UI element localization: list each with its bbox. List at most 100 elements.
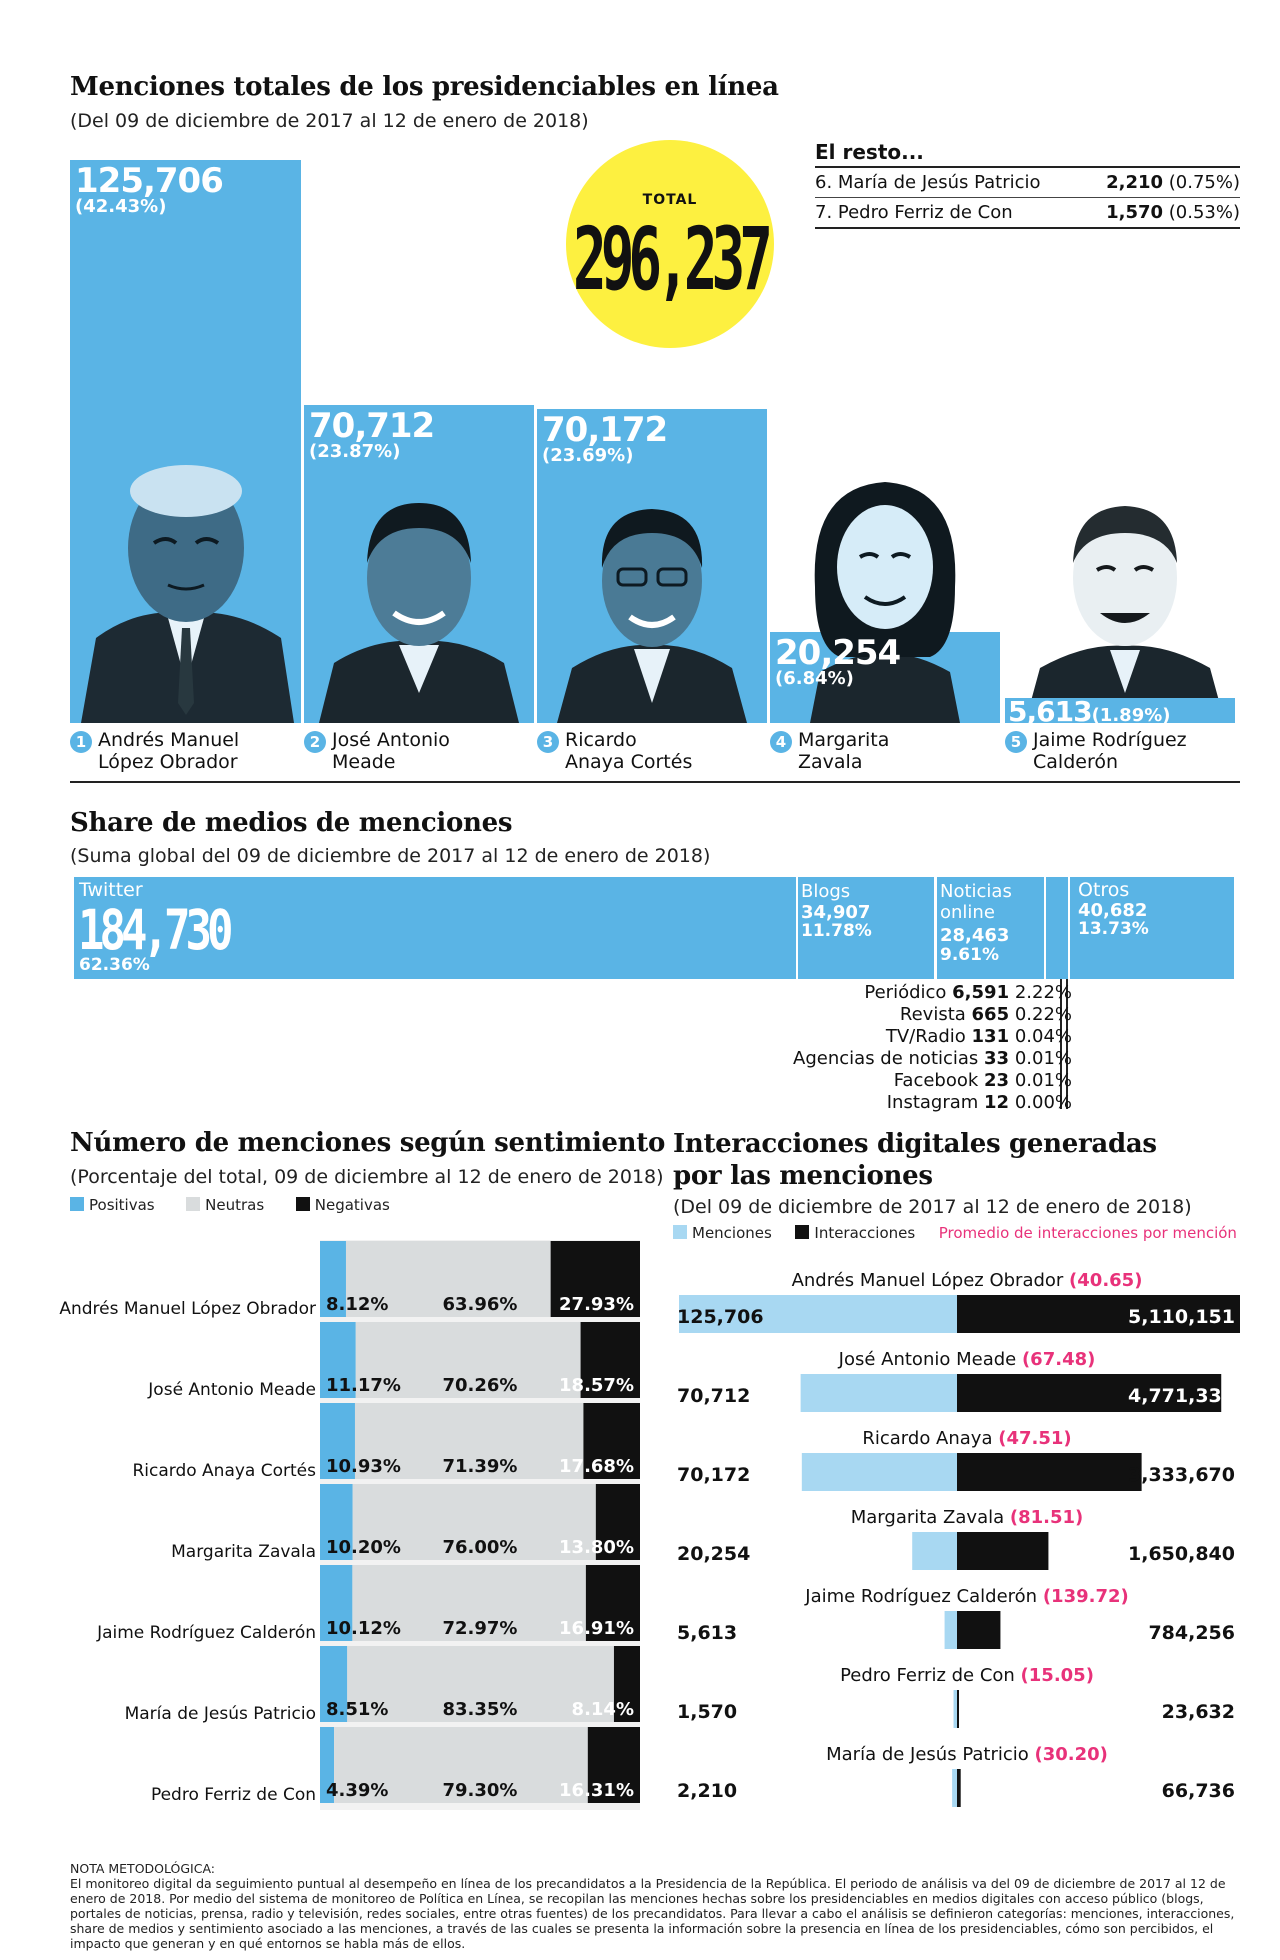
share-minor-pct: 0.04% (1009, 1026, 1072, 1047)
interactions-category-name: Margarita Zavala (851, 1507, 1010, 1528)
rest-table: El resto... 6. María de Jesús Patricio 2… (815, 140, 1240, 229)
candidate-bar: 70,712 (23.87%) (304, 405, 534, 723)
legend-label: Menciones (692, 1224, 772, 1242)
share-minor-row: Periódico 6,591 2.22% (700, 982, 1072, 1004)
rest-name: 7. Pedro Ferriz de Con (815, 202, 1013, 223)
share-minor-value: 6,591 (952, 982, 1010, 1003)
sentiment-bar-negative (580, 1322, 640, 1398)
candidate-pct: (23.69%) (542, 445, 634, 466)
interactions-bar-interactions (957, 1453, 1142, 1491)
interactions-category-label: Andrés Manuel López Obrador (40.65) (792, 1270, 1143, 1291)
candidate-bar: 5,613(1.89%) (1005, 506, 1235, 726)
candidate-name: Anaya Cortés (565, 751, 693, 773)
sentiment-value-negative: 18.57% (559, 1375, 634, 1396)
rest-row: 6. María de Jesús Patricio 2,210 (0.75%) (815, 168, 1240, 198)
minor-bracket (1066, 979, 1068, 1109)
sentiment-bar-neutral (355, 1322, 581, 1398)
share-subtitle: (Suma global del 09 de diciembre de 2017… (70, 845, 711, 867)
candidate-value: 70,712 (309, 406, 435, 446)
interactions-mentions-value: 125,706 (677, 1306, 764, 1328)
sentiment-value-neutral: 63.96% (443, 1294, 518, 1315)
interactions-bar-interactions (957, 1611, 1001, 1649)
sentiment-bar-neutral (354, 1403, 584, 1479)
interactions-interactions-value: 23,632 (1162, 1701, 1235, 1723)
interactions-average: (47.51) (998, 1428, 1071, 1449)
interactions-bar-interactions (957, 1769, 961, 1807)
sentiment-category-label: María de Jesús Patricio (125, 1704, 316, 1724)
interactions-bar-interactions (957, 1690, 959, 1728)
total-value: 296,237 (572, 210, 773, 311)
interactions-category-label: Jaime Rodríguez Calderón (139.72) (804, 1586, 1128, 1607)
share-pct: 62.36% (79, 955, 150, 975)
share-minor-label: Facebook (893, 1070, 985, 1091)
sentiment-bar-negative (587, 1727, 640, 1803)
candidate-label: 3 Ricardo Anaya Cortés (537, 729, 692, 773)
interactions-category-name: Ricardo Anaya (862, 1428, 998, 1449)
interactions-average: (30.20) (1034, 1744, 1107, 1765)
interactions-mentions-value: 20,254 (677, 1543, 750, 1565)
sentiment-bar-positive (320, 1403, 355, 1479)
interactions-category-label: María de Jesús Patricio (30.20) (826, 1744, 1108, 1765)
share-minor-value: 131 (971, 1026, 1010, 1047)
sentiment-bar-negative (613, 1646, 640, 1722)
share-label: Noticias (940, 881, 1012, 902)
rest-row: 7. Pedro Ferriz de Con 1,570 (0.53%) (815, 198, 1240, 229)
interactions-mentions-value: 70,712 (677, 1385, 750, 1407)
sentiment-value-neutral: 71.39% (443, 1456, 518, 1477)
sentiment-value-neutral: 72.97% (443, 1618, 518, 1639)
share-minor-pct: 0.22% (1009, 1004, 1072, 1025)
candidate-number: 2 (304, 731, 326, 753)
share-minor-value: 12 (984, 1092, 1010, 1113)
share-minor-pct: 0.01% (1009, 1048, 1072, 1069)
sentiment-bar-neutral (352, 1565, 586, 1641)
candidate-photo (319, 503, 519, 723)
share-minor-value: 33 (984, 1048, 1010, 1069)
candidate-name: Ricardo (565, 729, 637, 751)
share-minor-list: Periódico 6,591 2.22% Revista 665 0.22% TV… (700, 982, 1072, 1114)
sentiment-value-neutral: 70.26% (443, 1375, 518, 1396)
share-value: 40,682 (1078, 900, 1148, 921)
candidate-bar: 125,706 (42.43%) (70, 160, 301, 723)
interactions-bar-mentions (912, 1532, 957, 1570)
share-pct: 13.73% (1078, 919, 1149, 939)
share-pct: 11.78% (801, 921, 872, 941)
candidate-name: Calderón (1033, 751, 1118, 773)
rest-title: El resto... (815, 140, 1240, 168)
share-minor-row: Agencias de noticias 33 0.01% (700, 1048, 1072, 1070)
interactions-bar-interactions (957, 1295, 1240, 1333)
candidate-label: 4 Margarita Zavala (770, 729, 889, 773)
share-minor-label: Periódico (864, 982, 953, 1003)
sentiment-value-neutral: 79.30% (443, 1780, 518, 1801)
legend-label: Negativas (314, 1196, 390, 1214)
interactions-bar-mentions (953, 1690, 957, 1728)
sentiment-value-positive: 4.39% (326, 1780, 388, 1801)
total-circle: TOTAL 296,237 (566, 140, 774, 348)
share-minor-label: Instagram (886, 1092, 985, 1113)
sentiment-legend: Positivas Neutras Negativas (70, 1196, 390, 1214)
sentiment-value-neutral: 83.35% (443, 1699, 518, 1720)
sentiment-category-label: Andrés Manuel López Obrador (59, 1299, 316, 1319)
sentiment-category-label: Pedro Ferriz de Con (151, 1785, 316, 1805)
candidate-bar: 70,172 (23.69%) (537, 409, 767, 723)
share-label: Blogs (801, 881, 851, 902)
rest-pct: (0.75%) (1168, 172, 1240, 193)
candidate-name: Meade (332, 751, 396, 773)
interactions-interactions-value: 5,110,151 (1128, 1306, 1235, 1328)
legend-label: Promedio de interacciones por mención (938, 1224, 1237, 1242)
interactions-bar-mentions (944, 1611, 957, 1649)
sentiment-value-positive: 8.12% (326, 1294, 388, 1315)
sentiment-category-label: Margarita Zavala (171, 1542, 316, 1562)
share-pct: 9.61% (940, 945, 999, 965)
share-bar-twitter: Twitter 184,730 62.36% (74, 877, 796, 979)
interactions-bar-mentions (679, 1295, 957, 1333)
interactions-category-name: José Antonio Meade (838, 1349, 1022, 1370)
candidate-number: 4 (770, 731, 792, 753)
sentiment-value-negative: 8.14% (572, 1699, 634, 1720)
share-label: Otros (1078, 879, 1130, 901)
sentiment-bar-positive (320, 1727, 335, 1803)
share-title: Share de medios de menciones (70, 808, 513, 838)
share-value: 34,907 (801, 902, 871, 923)
interactions-category-label: Pedro Ferriz de Con (15.05) (840, 1665, 1094, 1686)
share-minor-label: TV/Radio (885, 1026, 972, 1047)
sentiment-bar-negative (550, 1241, 640, 1317)
